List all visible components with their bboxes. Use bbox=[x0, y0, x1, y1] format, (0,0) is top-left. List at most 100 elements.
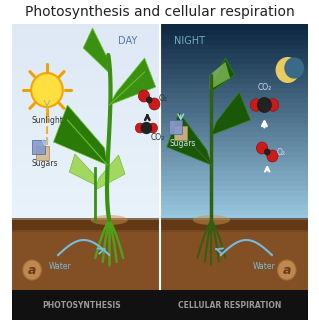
Bar bbox=[12, 170, 160, 176]
Bar bbox=[12, 220, 308, 290]
Bar bbox=[12, 92, 160, 98]
Bar bbox=[12, 204, 160, 210]
Bar bbox=[12, 151, 160, 156]
Text: Sugars: Sugars bbox=[32, 159, 58, 168]
Bar bbox=[12, 131, 160, 137]
Bar bbox=[160, 112, 308, 118]
Bar bbox=[12, 68, 160, 74]
FancyBboxPatch shape bbox=[36, 146, 49, 159]
Circle shape bbox=[149, 98, 160, 110]
Text: Sunlight: Sunlight bbox=[31, 116, 63, 125]
Polygon shape bbox=[54, 105, 108, 165]
Ellipse shape bbox=[193, 215, 230, 225]
Circle shape bbox=[148, 123, 158, 133]
Text: O₂: O₂ bbox=[277, 148, 286, 156]
Polygon shape bbox=[83, 28, 108, 72]
Bar bbox=[12, 34, 160, 40]
Bar bbox=[12, 136, 160, 142]
Bar bbox=[12, 116, 160, 123]
Bar bbox=[160, 68, 308, 74]
Bar bbox=[12, 122, 160, 127]
Circle shape bbox=[278, 260, 296, 280]
Bar bbox=[12, 102, 160, 108]
Text: Photosynthesis and cellular respiration: Photosynthesis and cellular respiration bbox=[25, 5, 294, 19]
Circle shape bbox=[284, 57, 304, 79]
Ellipse shape bbox=[91, 215, 128, 225]
Bar bbox=[160, 131, 308, 137]
Bar bbox=[12, 78, 160, 84]
Text: O₂: O₂ bbox=[159, 93, 167, 102]
Bar bbox=[12, 290, 308, 320]
Text: Sugars: Sugars bbox=[169, 139, 196, 148]
Bar bbox=[160, 204, 308, 210]
FancyBboxPatch shape bbox=[32, 140, 45, 154]
Bar bbox=[12, 230, 308, 290]
Bar bbox=[160, 29, 308, 35]
Bar bbox=[160, 102, 308, 108]
Bar bbox=[12, 175, 160, 181]
Text: a: a bbox=[283, 263, 291, 276]
Bar bbox=[12, 63, 160, 69]
Bar bbox=[12, 58, 160, 64]
Bar bbox=[12, 156, 160, 162]
Bar bbox=[160, 136, 308, 142]
Bar bbox=[160, 151, 308, 156]
Bar bbox=[160, 165, 308, 171]
Bar bbox=[12, 146, 160, 152]
Bar bbox=[12, 185, 160, 191]
Bar bbox=[160, 195, 308, 201]
Bar bbox=[160, 58, 308, 64]
Circle shape bbox=[146, 97, 152, 103]
Bar bbox=[12, 141, 160, 147]
Bar bbox=[160, 24, 308, 30]
Bar bbox=[12, 48, 160, 54]
Bar bbox=[160, 34, 308, 40]
Bar bbox=[12, 24, 160, 30]
Bar bbox=[12, 126, 160, 132]
Bar bbox=[12, 180, 160, 186]
Bar bbox=[160, 156, 308, 162]
Bar bbox=[12, 97, 160, 103]
Text: CO₂: CO₂ bbox=[151, 133, 165, 142]
FancyBboxPatch shape bbox=[174, 125, 187, 140]
Polygon shape bbox=[167, 112, 211, 165]
Bar bbox=[12, 39, 160, 44]
Text: CO₂: CO₂ bbox=[257, 83, 271, 92]
Bar bbox=[160, 73, 308, 79]
Bar bbox=[160, 107, 308, 113]
Bar bbox=[160, 78, 308, 84]
Circle shape bbox=[23, 260, 41, 280]
Bar bbox=[12, 190, 160, 196]
Bar bbox=[160, 209, 308, 215]
Bar bbox=[160, 199, 308, 205]
Bar bbox=[12, 218, 308, 232]
Text: PHOTOSYNTHESIS: PHOTOSYNTHESIS bbox=[42, 300, 121, 309]
Bar bbox=[12, 112, 160, 118]
Bar bbox=[12, 165, 160, 171]
Circle shape bbox=[135, 123, 145, 133]
Polygon shape bbox=[109, 58, 156, 105]
Polygon shape bbox=[211, 92, 250, 135]
Bar bbox=[160, 92, 308, 98]
Bar bbox=[12, 73, 160, 79]
Bar bbox=[12, 161, 160, 166]
Circle shape bbox=[264, 149, 270, 155]
Text: a: a bbox=[28, 263, 36, 276]
Circle shape bbox=[276, 57, 300, 83]
Polygon shape bbox=[210, 62, 230, 90]
Polygon shape bbox=[211, 58, 235, 92]
Bar bbox=[12, 29, 160, 35]
Bar bbox=[12, 44, 160, 49]
Bar bbox=[160, 190, 308, 196]
Circle shape bbox=[31, 73, 63, 107]
Bar bbox=[160, 122, 308, 127]
Bar bbox=[12, 214, 160, 220]
Circle shape bbox=[267, 150, 278, 162]
Bar bbox=[12, 53, 160, 59]
Bar bbox=[12, 107, 160, 113]
Bar bbox=[160, 44, 308, 49]
Text: CELLULAR RESPIRATION: CELLULAR RESPIRATION bbox=[178, 300, 282, 309]
Bar bbox=[160, 39, 308, 44]
Bar bbox=[12, 199, 160, 205]
Bar bbox=[160, 87, 308, 93]
